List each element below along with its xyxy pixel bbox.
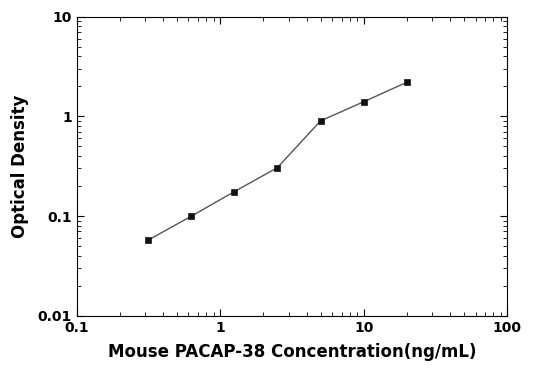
Y-axis label: Optical Density: Optical Density xyxy=(11,94,29,238)
X-axis label: Mouse PACAP-38 Concentration(ng/mL): Mouse PACAP-38 Concentration(ng/mL) xyxy=(108,343,476,361)
